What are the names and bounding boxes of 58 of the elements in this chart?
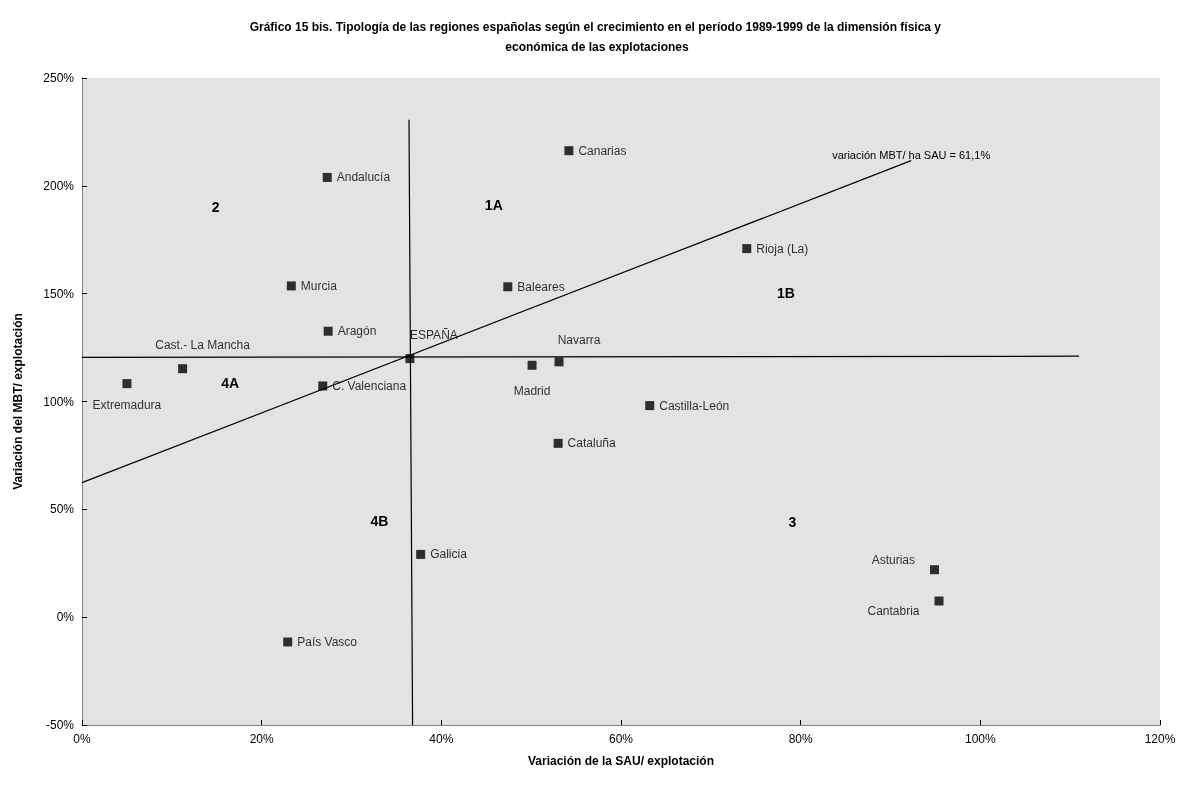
annotation: variación MBT/ ha SAU = 61,1% xyxy=(832,149,991,162)
data-label: Madrid xyxy=(513,383,551,398)
y-tick-label: 250% xyxy=(43,71,75,85)
x-tick-label: 40% xyxy=(429,732,454,746)
y-tick-label: 200% xyxy=(43,178,75,193)
data-label: Extremadura xyxy=(92,398,162,413)
x-tick-label: 120% xyxy=(1144,732,1176,746)
point xyxy=(122,379,132,389)
data-label: Galicia xyxy=(430,547,468,562)
data-label: C. Valenciana xyxy=(332,378,407,393)
annotation: 1B xyxy=(776,285,795,302)
data-label: Cantabria xyxy=(867,603,920,618)
data-label: Cast.- La Mancha xyxy=(155,338,251,353)
point xyxy=(742,244,752,254)
chart-title: Gráfico 15 bis. Tipología de las regiones españolas según el crecimiento en el período 1989-1999 de la dimensión física y económica de las explotaciones xyxy=(249,20,945,54)
annotation: 3 xyxy=(788,513,797,530)
x-tick-label: 100% xyxy=(964,732,996,746)
x-tick-label: 0% xyxy=(73,732,91,746)
annotation: 1A xyxy=(484,197,503,214)
point xyxy=(283,637,293,647)
data-label: Navarra xyxy=(557,333,601,348)
point xyxy=(503,282,513,292)
data-label: Baleares xyxy=(517,279,565,294)
x-tick-label: 80% xyxy=(788,732,813,746)
point xyxy=(178,364,188,374)
point xyxy=(527,360,537,370)
annotation: 2 xyxy=(211,199,220,216)
point xyxy=(286,281,296,291)
point xyxy=(323,326,333,336)
data-label: Rioja (La) xyxy=(756,241,809,256)
x-tick-label: 20% xyxy=(249,732,274,746)
data-label: Andalucía xyxy=(336,170,391,185)
point xyxy=(553,438,563,448)
data-label: Aragón xyxy=(337,324,377,339)
annotation: 4A xyxy=(221,374,240,391)
y-tick-label: 100% xyxy=(43,394,75,409)
data-label: País Vasco xyxy=(297,634,358,649)
x-tick-label: 60% xyxy=(608,732,634,746)
data-label: Asturias xyxy=(871,552,916,567)
y-tick-label: 150% xyxy=(43,286,75,301)
data-label: Castilla-León xyxy=(659,398,730,413)
y-tick-label: -50% xyxy=(45,718,75,732)
data-label: ESPAÑA xyxy=(409,328,458,343)
point xyxy=(322,172,332,182)
point xyxy=(934,596,944,606)
data-label: Murcia xyxy=(300,278,338,293)
x-axis-title: Variación de la SAU/ explotación xyxy=(527,754,715,768)
annotation: 4B xyxy=(370,512,389,529)
point xyxy=(930,565,940,575)
point xyxy=(554,357,564,367)
data-label: Canarias xyxy=(578,143,627,158)
point xyxy=(416,549,426,559)
data-label: Cataluña xyxy=(567,436,616,451)
point xyxy=(564,146,574,156)
y-tick-label: 50% xyxy=(49,502,75,517)
y-tick-label: 0% xyxy=(56,610,75,625)
point xyxy=(645,401,655,411)
y-axis-title: Variación del MBT/ explotación xyxy=(11,313,25,490)
